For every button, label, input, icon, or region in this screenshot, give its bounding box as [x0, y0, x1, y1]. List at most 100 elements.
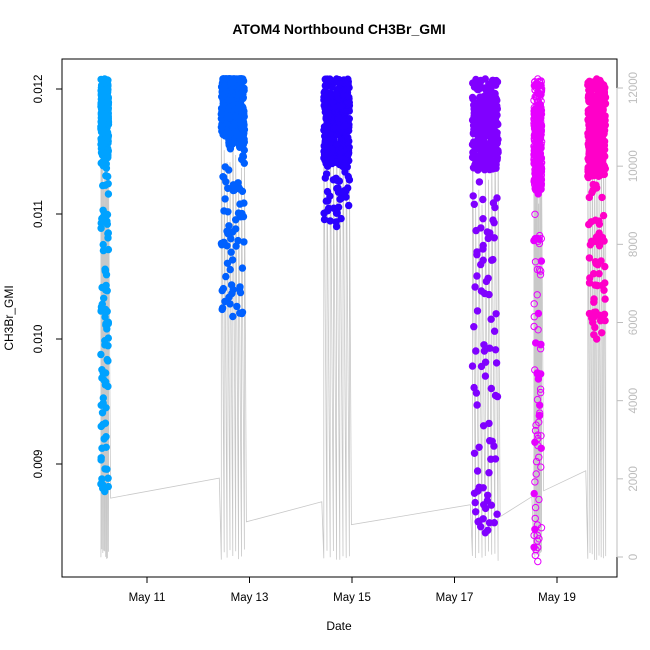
- x-tick-label: May 17: [436, 592, 474, 604]
- data-point: [533, 98, 542, 107]
- data-point: [102, 443, 110, 451]
- data-point: [537, 257, 546, 265]
- data-point: [220, 207, 228, 215]
- data-point: [470, 489, 479, 497]
- data-point: [340, 121, 349, 130]
- data-point: [98, 141, 106, 149]
- data-point: [239, 212, 248, 221]
- data-point: [321, 174, 329, 182]
- series-5: [530, 75, 546, 566]
- data-point: [590, 295, 598, 303]
- data-point: [601, 152, 609, 161]
- data-point: [486, 110, 495, 118]
- data-point: [103, 150, 111, 159]
- data-point: [533, 108, 542, 116]
- data-point: [475, 178, 484, 186]
- data-point: [102, 378, 110, 386]
- data-point: [477, 161, 485, 169]
- data-point: [479, 515, 487, 523]
- data-point: [225, 166, 233, 174]
- data-point: [320, 215, 329, 224]
- data-point: [218, 286, 226, 295]
- data-point: [492, 359, 501, 367]
- data-point: [485, 469, 493, 477]
- data-point: [589, 186, 597, 194]
- axes: May 11 May 13 May 15 May 17 May 19 0.009 0.010…: [33, 72, 640, 604]
- data-point: [537, 463, 545, 471]
- data-point: [229, 123, 238, 131]
- data-point: [104, 357, 112, 365]
- data-point: [98, 106, 106, 114]
- data-point: [470, 323, 478, 331]
- data-point: [217, 123, 226, 132]
- data-point: [535, 266, 544, 274]
- data-point: [535, 453, 543, 461]
- data-point: [232, 225, 240, 233]
- data-point: [233, 131, 242, 139]
- data-point: [530, 313, 538, 321]
- data-point: [97, 456, 105, 464]
- data-point: [102, 172, 110, 180]
- data-point: [479, 422, 488, 430]
- data-point: [591, 281, 599, 289]
- data-point: [344, 172, 352, 181]
- data-point: [238, 264, 247, 272]
- data-point: [588, 111, 596, 119]
- data-point: [469, 130, 478, 138]
- data-point: [534, 88, 542, 96]
- data-point: [585, 220, 593, 229]
- x-tick-label: May 19: [538, 592, 576, 604]
- data-point: [229, 286, 237, 294]
- data-point: [479, 241, 487, 250]
- data-point: [591, 159, 600, 168]
- data-point: [535, 418, 543, 426]
- data-point: [332, 222, 341, 231]
- y-tick-label: 0.011: [33, 200, 45, 228]
- data-point: [537, 171, 545, 180]
- data-point: [490, 127, 498, 135]
- data-point: [479, 215, 487, 223]
- data-point: [534, 145, 543, 153]
- data-point: [337, 214, 345, 223]
- data-point: [221, 81, 229, 90]
- data-point: [325, 204, 333, 213]
- data-point: [594, 93, 602, 101]
- data-point: [473, 467, 482, 475]
- data-point: [585, 254, 594, 262]
- data-point: [236, 185, 244, 193]
- data-point: [324, 149, 332, 158]
- data-point: [479, 195, 487, 204]
- data-point: [236, 283, 244, 291]
- data-point: [473, 248, 481, 256]
- data-point: [591, 258, 600, 266]
- data-point: [473, 307, 482, 315]
- data-point: [470, 449, 479, 457]
- data-point: [344, 150, 353, 158]
- data-point: [227, 235, 235, 243]
- data-point: [491, 89, 499, 98]
- data-point: [239, 152, 248, 161]
- data-point: [534, 431, 542, 439]
- data-point: [329, 176, 338, 184]
- y2-tick-label: 10000: [628, 150, 640, 182]
- data-point: [536, 388, 545, 397]
- series-4: [468, 75, 502, 537]
- data-point: [530, 322, 538, 331]
- data-points: [97, 75, 610, 566]
- y-axis-label: CH3Br_GMI: [2, 285, 16, 350]
- data-point: [594, 86, 602, 94]
- series-3: [320, 75, 354, 231]
- data-point: [534, 441, 542, 450]
- data-point: [221, 195, 229, 203]
- data-point: [484, 491, 492, 499]
- y2-tick-label: 12000: [628, 72, 640, 104]
- data-point: [489, 161, 497, 169]
- data-point: [477, 287, 486, 295]
- data-point: [470, 383, 478, 392]
- data-point: [481, 155, 490, 164]
- data-point: [227, 248, 235, 256]
- data-point: [220, 173, 228, 182]
- data-point: [473, 102, 481, 111]
- data-point: [532, 116, 540, 124]
- data-point: [531, 210, 539, 219]
